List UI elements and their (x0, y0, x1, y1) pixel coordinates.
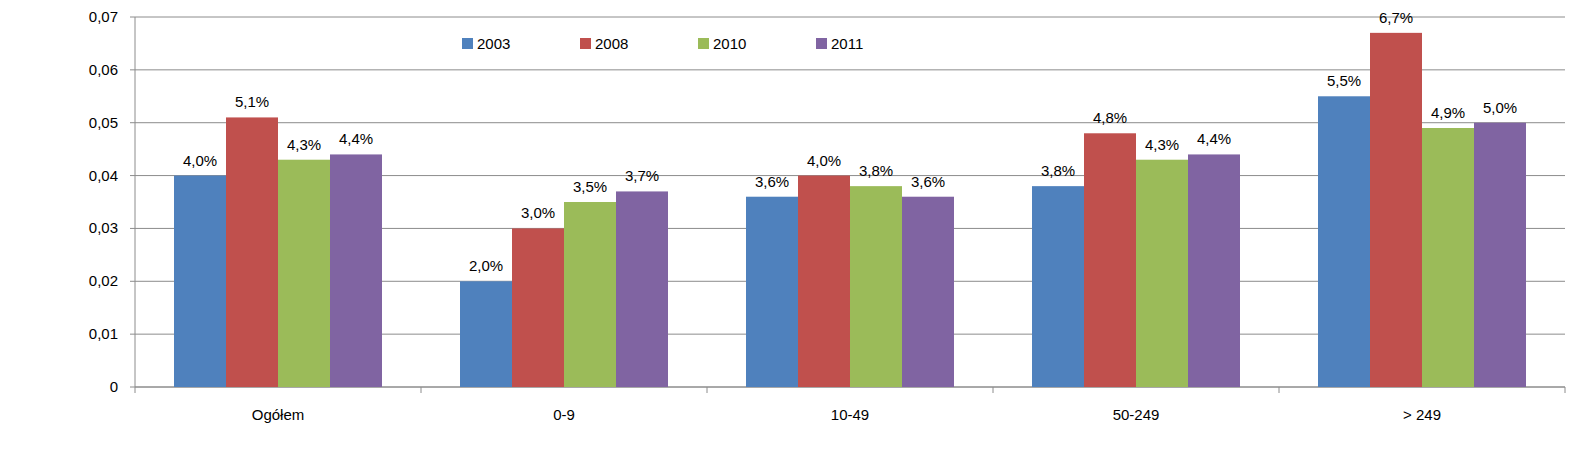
legend-label: 2003 (477, 35, 510, 52)
x-tick-label: > 249 (1403, 406, 1441, 423)
data-label: 3,8% (859, 162, 893, 179)
bar (1370, 33, 1422, 387)
background (0, 0, 1584, 450)
x-axis: Ogółem 0-9 10-49 50-249 > 249 (135, 387, 1565, 423)
bar (850, 186, 902, 387)
page: {"chart_data": { "type": "bar", "categor… (0, 0, 1584, 450)
legend-swatch (816, 38, 827, 49)
data-label: 3,7% (625, 167, 659, 184)
y-tick (130, 334, 135, 335)
y-tick-label: 0,03 (89, 219, 118, 236)
x-tick-label: Ogółem (252, 406, 305, 423)
bar (564, 202, 616, 387)
x-tick (707, 387, 708, 393)
bar (174, 176, 226, 387)
y-tick (130, 387, 135, 388)
bar (226, 117, 278, 387)
data-label: 6,7% (1379, 9, 1413, 26)
x-tick-label: 0-9 (553, 406, 575, 423)
bars (174, 33, 1526, 387)
y-tick-label: 0,06 (89, 61, 118, 78)
legend-swatch (462, 38, 473, 49)
data-label: 4,9% (1431, 104, 1465, 121)
bar (1136, 160, 1188, 387)
y-tick (130, 228, 135, 229)
data-label: 4,0% (183, 152, 217, 169)
grid-line (135, 69, 1565, 70)
bar (1084, 133, 1136, 387)
x-tick-label: 50-249 (1113, 406, 1160, 423)
bar (1032, 186, 1084, 387)
legend-label: 2011 (831, 35, 863, 52)
bar (460, 281, 512, 387)
x-tick (421, 387, 422, 393)
y-tick (130, 69, 135, 70)
data-label: 4,0% (807, 152, 841, 169)
data-labels: 4,0% 2,0% 3,6% 3,8% 5,5% 5,1% 3,0% 4,0% 4,8% 6,7%… (183, 9, 1517, 274)
legend-swatch (698, 38, 709, 49)
x-tick-label: 10-49 (831, 406, 869, 423)
bar (746, 197, 798, 387)
bar (1318, 96, 1370, 387)
data-label: 5,0% (1483, 99, 1517, 116)
bar (798, 176, 850, 387)
data-label: 3,6% (755, 173, 789, 190)
legend-label: 2010 (713, 35, 746, 52)
bar (1188, 154, 1240, 387)
data-label: 4,8% (1093, 109, 1127, 126)
grid (135, 17, 1565, 387)
legend-swatch (580, 38, 591, 49)
y-tick-label: 0,07 (89, 8, 118, 25)
bar (278, 160, 330, 387)
x-tick (993, 387, 994, 393)
x-tick (135, 387, 136, 393)
data-label: 5,1% (235, 93, 269, 110)
grid-line (135, 17, 1565, 18)
data-label: 4,3% (1145, 136, 1179, 153)
y-tick-label: 0,02 (89, 272, 118, 289)
data-label: 5,5% (1327, 72, 1361, 89)
legend: 2003 2008 2010 2011 (462, 35, 863, 52)
y-tick-label: 0,01 (89, 325, 118, 342)
y-tick-label: 0,04 (89, 167, 118, 184)
y-tick-label: 0,05 (89, 114, 118, 131)
bar (512, 228, 564, 387)
bar (902, 197, 954, 387)
data-label: 2,0% (469, 257, 503, 274)
data-label: 3,8% (1041, 162, 1075, 179)
bar (330, 154, 382, 387)
data-label: 3,5% (573, 178, 607, 195)
y-tick (130, 281, 135, 282)
y-axis: 0 0,01 0,02 0,03 0,04 0,05 0,06 0,07 (89, 8, 135, 395)
legend-label: 2008 (595, 35, 628, 52)
y-tick (130, 17, 135, 18)
data-label: 4,4% (1197, 130, 1231, 147)
data-label: 3,0% (521, 204, 555, 221)
data-label: 3,6% (911, 173, 945, 190)
chart: 0 0,01 0,02 0,03 0,04 0,05 0,06 0,07 Ogółem 0-9 10… (0, 0, 1584, 450)
y-tick-label: 0 (110, 378, 118, 395)
bar (616, 191, 668, 387)
bar (1422, 128, 1474, 387)
data-label: 4,4% (339, 130, 373, 147)
x-tick (1279, 387, 1280, 393)
x-tick (1565, 387, 1566, 393)
data-label: 4,3% (287, 136, 321, 153)
bar (1474, 123, 1526, 387)
y-tick (130, 175, 135, 176)
y-axis-line (135, 17, 136, 387)
y-tick (130, 122, 135, 123)
